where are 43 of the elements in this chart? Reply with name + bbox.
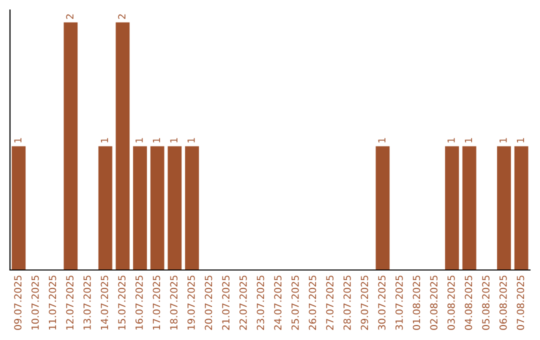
x-tick-label: 24.07.2025: [274, 276, 282, 330]
x-tick-label: 30.07.2025: [378, 276, 386, 330]
data-label: 1: [188, 138, 195, 142]
data-label: 1: [170, 138, 178, 142]
x-tick-label: 09.07.2025: [14, 276, 22, 330]
x-tick-label: 01.08.2025: [412, 276, 420, 330]
data-label: 1: [378, 138, 386, 142]
x-tick-label: 27.07.2025: [326, 276, 334, 330]
x-tick-label: 10.07.2025: [31, 276, 39, 330]
data-label: 1: [464, 138, 472, 142]
data-label: 2: [66, 14, 74, 19]
x-tick-label: 22.07.2025: [239, 276, 247, 330]
data-label: 1: [152, 138, 160, 142]
x-tick-label: 02.08.2025: [430, 276, 438, 330]
x-tick-label: 04.08.2025: [464, 276, 472, 330]
x-tick-label: 18.07.2025: [170, 276, 178, 330]
x-tick-label: 28.07.2025: [343, 276, 351, 330]
x-tick-label: 31.07.2025: [395, 276, 403, 330]
x-tick-label: 16.07.2025: [135, 276, 143, 330]
x-tick-label: 06.08.2025: [499, 276, 507, 330]
x-tick-label: 14.07.2025: [100, 276, 108, 330]
data-label: 1: [100, 138, 108, 142]
data-label: 1: [500, 138, 507, 142]
data-label: 1: [516, 138, 524, 142]
x-tick-label: 29.07.2025: [360, 276, 368, 330]
data-label: 1: [136, 138, 143, 142]
x-tick-label: 03.08.2025: [447, 276, 455, 330]
x-tick-label: 13.07.2025: [83, 276, 91, 330]
x-tick-label: 20.07.2025: [204, 276, 212, 330]
x-tick-label: 17.07.2025: [152, 276, 160, 330]
data-label: 2: [118, 14, 126, 19]
data-label: 1: [14, 138, 22, 142]
x-tick-label: 26.07.2025: [308, 276, 316, 330]
x-tick-label: 25.07.2025: [291, 276, 299, 330]
x-tick-label: 12.07.2025: [66, 276, 74, 330]
x-tick-label: 19.07.2025: [187, 276, 195, 330]
x-tick-label: 15.07.2025: [118, 276, 126, 330]
x-tick-label: 11.07.2025: [48, 276, 56, 330]
data-label: 1: [448, 138, 455, 142]
x-tick-label: 05.08.2025: [482, 276, 490, 330]
x-tick-label: 21.07.2025: [222, 276, 230, 330]
x-tick-label: 07.08.2025: [516, 276, 524, 330]
x-tick-label: 23.07.2025: [256, 276, 264, 330]
